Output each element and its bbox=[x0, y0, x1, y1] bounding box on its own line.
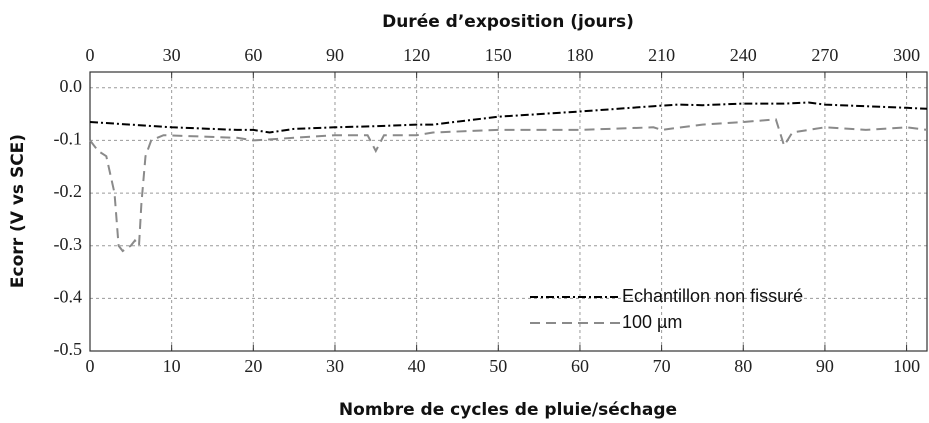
legend-label: 100 µm bbox=[622, 312, 682, 332]
y-tick-label: -0.2 bbox=[54, 181, 83, 201]
top-tick-label: 90 bbox=[326, 45, 344, 65]
top-tick-label: 270 bbox=[811, 45, 838, 65]
x-tick-label: 70 bbox=[653, 356, 671, 376]
x-tick-label: 100 bbox=[893, 356, 920, 376]
y-tick-label: -0.5 bbox=[54, 339, 83, 359]
x-tick-label: 50 bbox=[489, 356, 507, 376]
top-tick-label: 30 bbox=[163, 45, 181, 65]
x-tick-label: 30 bbox=[326, 356, 344, 376]
x-tick-label: 60 bbox=[571, 356, 589, 376]
series-line bbox=[89, 118, 928, 253]
top-tick-label: 150 bbox=[485, 45, 512, 65]
legend-label: Echantillon non fissuré bbox=[622, 286, 803, 306]
series-line bbox=[89, 101, 928, 134]
y-tick-label: -0.4 bbox=[54, 286, 83, 306]
x-tick-label: 0 bbox=[86, 356, 95, 376]
x-tick-label: 90 bbox=[816, 356, 834, 376]
x-tick-label: 10 bbox=[163, 356, 181, 376]
y-tick-label: -0.3 bbox=[54, 234, 83, 254]
top-axis-title: Durée d’exposition (jours) bbox=[382, 12, 634, 32]
x-tick-label: 80 bbox=[734, 356, 752, 376]
y-tick-label: -0.1 bbox=[54, 129, 83, 149]
top-tick-label: 180 bbox=[566, 45, 593, 65]
top-tick-label: 60 bbox=[244, 45, 262, 65]
y-tick-label: 0.0 bbox=[60, 76, 83, 96]
top-tick-label: 240 bbox=[730, 45, 757, 65]
top-tick-label: 210 bbox=[648, 45, 675, 65]
plot-frame bbox=[89, 71, 928, 352]
top-tick-label: 0 bbox=[86, 45, 95, 65]
top-tick-label: 300 bbox=[893, 45, 920, 65]
y-axis-title: Ecorr (V vs SCE) bbox=[8, 134, 28, 288]
x-axis-title: Nombre de cycles de pluie/séchage bbox=[339, 400, 677, 420]
x-tick-label: 20 bbox=[244, 356, 262, 376]
top-tick-label: 120 bbox=[403, 45, 430, 65]
x-tick-label: 40 bbox=[408, 356, 426, 376]
